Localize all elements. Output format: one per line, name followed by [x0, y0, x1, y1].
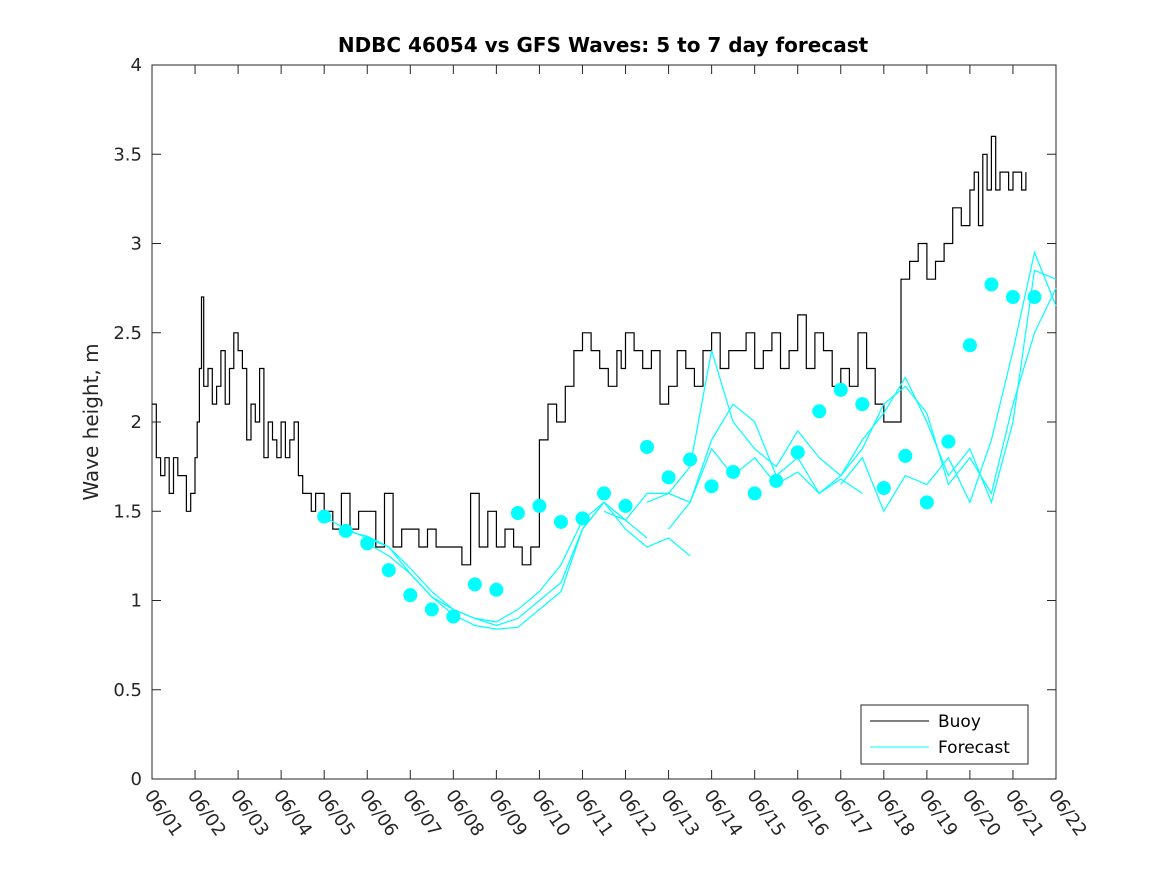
forecast-point	[855, 397, 870, 412]
y-tick-label: 2.5	[113, 323, 142, 344]
forecast-point	[467, 577, 482, 592]
y-tick-label: 2	[131, 412, 142, 433]
x-tick-label: 06/01	[140, 786, 187, 841]
legend: Buoy Forecast	[860, 704, 1029, 765]
y-tick-label: 3.5	[113, 144, 142, 165]
forecast-point	[898, 448, 913, 463]
buoy-series	[152, 135, 1027, 566]
forecast-point	[403, 588, 418, 603]
forecast-point	[360, 536, 375, 551]
legend-buoy-label: Buoy	[938, 712, 981, 732]
forecast-point	[510, 506, 525, 521]
legend-box	[860, 704, 1029, 765]
forecast-point	[984, 277, 999, 292]
forecast-point	[618, 498, 633, 513]
x-tick-label: 06/10	[527, 786, 574, 841]
y-tick-label: 1	[131, 591, 142, 612]
forecast-point	[489, 582, 504, 597]
forecast-point	[876, 481, 891, 496]
forecast-point	[962, 338, 977, 353]
x-tick-label: 06/06	[355, 786, 402, 841]
x-tick-label: 06/19	[915, 786, 962, 841]
forecast-point	[597, 486, 611, 501]
x-tick-label: 06/18	[872, 786, 919, 841]
x-tick-label: 06/02	[183, 786, 230, 841]
forecast-series	[317, 250, 1057, 630]
forecast-point	[661, 470, 676, 485]
x-tick-label: 06/15	[743, 786, 790, 841]
forecast-point	[446, 609, 461, 624]
x-tick-label: 06/07	[398, 786, 445, 841]
x-tick-label: 06/04	[269, 786, 316, 841]
forecast-point	[575, 511, 590, 526]
plot-area	[151, 64, 1057, 780]
forecast-point	[381, 563, 396, 578]
forecast-point	[338, 523, 353, 538]
chart-title: NDBC 46054 vs GFS Waves: 5 to 7 day fore…	[338, 33, 869, 57]
forecast-run-line	[668, 269, 1057, 530]
y-axis-label: Wave height, m	[79, 343, 103, 500]
forecast-point	[812, 404, 827, 419]
forecast-point	[704, 479, 719, 494]
forecast-point	[317, 509, 332, 524]
x-tick-label: 06/09	[484, 786, 531, 841]
buoy-line	[152, 135, 1027, 566]
x-tick-label: 06/08	[441, 786, 488, 841]
x-tick-label: 06/05	[312, 786, 359, 841]
forecast-point	[941, 434, 956, 449]
forecast-run-line	[366, 501, 691, 630]
forecast-point	[769, 473, 784, 488]
x-tick-label: 06/12	[613, 786, 660, 841]
legend-forecast-label: Forecast	[938, 738, 1010, 758]
forecast-point	[683, 452, 698, 467]
x-tick-label: 06/16	[786, 786, 833, 841]
x-tick-label: 06/22	[1044, 786, 1091, 841]
x-tick-label: 06/14	[700, 786, 747, 841]
x-tick-label: 06/21	[1001, 786, 1048, 841]
forecast-point	[532, 498, 547, 513]
forecast-point	[833, 382, 848, 397]
forecast-point	[919, 495, 934, 510]
x-tick-label: 06/13	[656, 786, 703, 841]
y-tick-label: 0	[131, 769, 142, 790]
x-tick-label: 06/11	[570, 786, 617, 841]
y-tick-label: 4	[131, 55, 142, 76]
x-tick-label: 06/17	[829, 786, 876, 841]
forecast-point	[553, 514, 568, 529]
y-tick-label: 1.5	[113, 501, 142, 522]
forecast-point	[726, 464, 741, 479]
y-axis: 0 0.5 1 1.5 2 2.5 3 3.5 4	[113, 55, 1056, 790]
y-tick-label: 0.5	[113, 680, 142, 701]
x-tick-label: 06/03	[226, 786, 273, 841]
forecast-point	[1005, 290, 1020, 305]
forecast-point	[640, 439, 655, 454]
forecast-point	[790, 445, 805, 460]
forecast-point	[1027, 290, 1042, 305]
x-tick-label: 06/20	[958, 786, 1005, 841]
y-tick-label: 3	[131, 234, 142, 255]
forecast-point	[424, 602, 439, 617]
forecast-run-line	[646, 287, 1057, 503]
forecast-run-line	[840, 250, 1057, 513]
forecast-point	[747, 486, 762, 501]
plot-frame	[151, 64, 1057, 780]
